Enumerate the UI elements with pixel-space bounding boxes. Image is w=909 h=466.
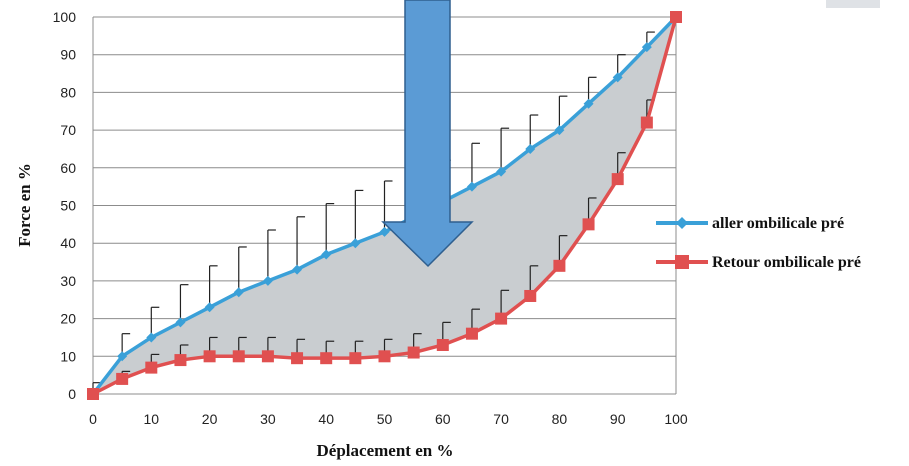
point-1-35 [291, 352, 304, 365]
point-0-80 [554, 125, 565, 136]
point-1-80 [553, 259, 566, 272]
point-0-20 [204, 302, 215, 313]
point-0-85 [583, 98, 594, 109]
y-tick-label: 90 [60, 47, 76, 63]
point-0-5 [117, 351, 128, 362]
point-0-65 [466, 181, 477, 192]
point-0-30 [262, 275, 273, 286]
point-1-50 [378, 350, 391, 363]
area-between-series [93, 17, 676, 394]
point-1-30 [261, 350, 274, 363]
point-0-50 [379, 226, 390, 237]
point-0-15 [175, 317, 186, 328]
y-tick-label: 10 [60, 348, 76, 364]
series-layer [87, 11, 682, 400]
point-1-15 [174, 354, 187, 367]
point-0-40 [321, 249, 332, 260]
down-arrow-icon [381, 0, 474, 268]
point-0-45 [350, 238, 361, 249]
point-1-45 [349, 352, 362, 365]
y-tick-label: 80 [60, 84, 76, 100]
point-1-10 [145, 361, 158, 374]
y-tick-label: 0 [68, 386, 76, 402]
x-tick-labels: 0 10 20 30 40 50 60 70 80 90 100 [89, 411, 688, 427]
corner-decoration [826, 0, 880, 8]
x-tick-label: 20 [202, 411, 218, 427]
legend-label-aller: aller ombilicale pré [712, 215, 844, 232]
y-tick-label: 40 [60, 235, 76, 251]
x-tick-label: 10 [144, 411, 160, 427]
point-1-65 [465, 327, 478, 340]
point-0-75 [525, 143, 536, 154]
y-tick-label: 20 [60, 311, 76, 327]
x-tick-label: 90 [610, 411, 626, 427]
x-tick-label: 0 [89, 411, 97, 427]
x-tick-label: 100 [664, 411, 688, 427]
legend: aller ombilicale pré Retour ombilicale p… [656, 215, 861, 271]
point-0-35 [292, 264, 303, 275]
point-1-95 [640, 116, 653, 129]
legend-label-retour: Retour ombilicale pré [712, 254, 861, 271]
point-1-60 [436, 338, 449, 351]
point-1-20 [203, 350, 216, 363]
y-axis-title: Force en % [15, 163, 34, 247]
legend-entry-aller: aller ombilicale pré [656, 215, 844, 232]
point-0-95 [641, 42, 652, 53]
point-1-70 [495, 312, 508, 325]
point-1-75 [524, 289, 537, 302]
y-tick-label: 50 [60, 198, 76, 214]
x-tick-label: 70 [493, 411, 509, 427]
x-tick-label: 60 [435, 411, 451, 427]
point-1-85 [582, 218, 595, 231]
y-tick-label: 70 [60, 122, 76, 138]
point-1-100 [670, 11, 682, 23]
point-1-5 [116, 372, 129, 385]
y-tick-label: 30 [60, 273, 76, 289]
x-tick-label: 40 [318, 411, 334, 427]
y-tick-labels: 0 10 20 30 40 50 60 70 80 90 100 [53, 9, 77, 402]
point-0-90 [612, 72, 623, 83]
x-tick-label: 30 [260, 411, 276, 427]
point-1-0 [87, 388, 99, 400]
point-0-25 [233, 287, 244, 298]
y-tick-label: 100 [53, 9, 77, 25]
point-1-90 [611, 173, 624, 186]
point-0-10 [146, 332, 157, 343]
legend-entry-retour: Retour ombilicale pré [656, 254, 861, 271]
x-tick-label: 50 [377, 411, 393, 427]
point-0-70 [496, 166, 507, 177]
point-1-25 [232, 350, 245, 363]
x-tick-label: 80 [552, 411, 568, 427]
point-1-40 [320, 352, 333, 365]
point-1-55 [407, 346, 420, 359]
x-axis-title: Déplacement en % [317, 441, 454, 460]
y-tick-label: 60 [60, 160, 76, 176]
